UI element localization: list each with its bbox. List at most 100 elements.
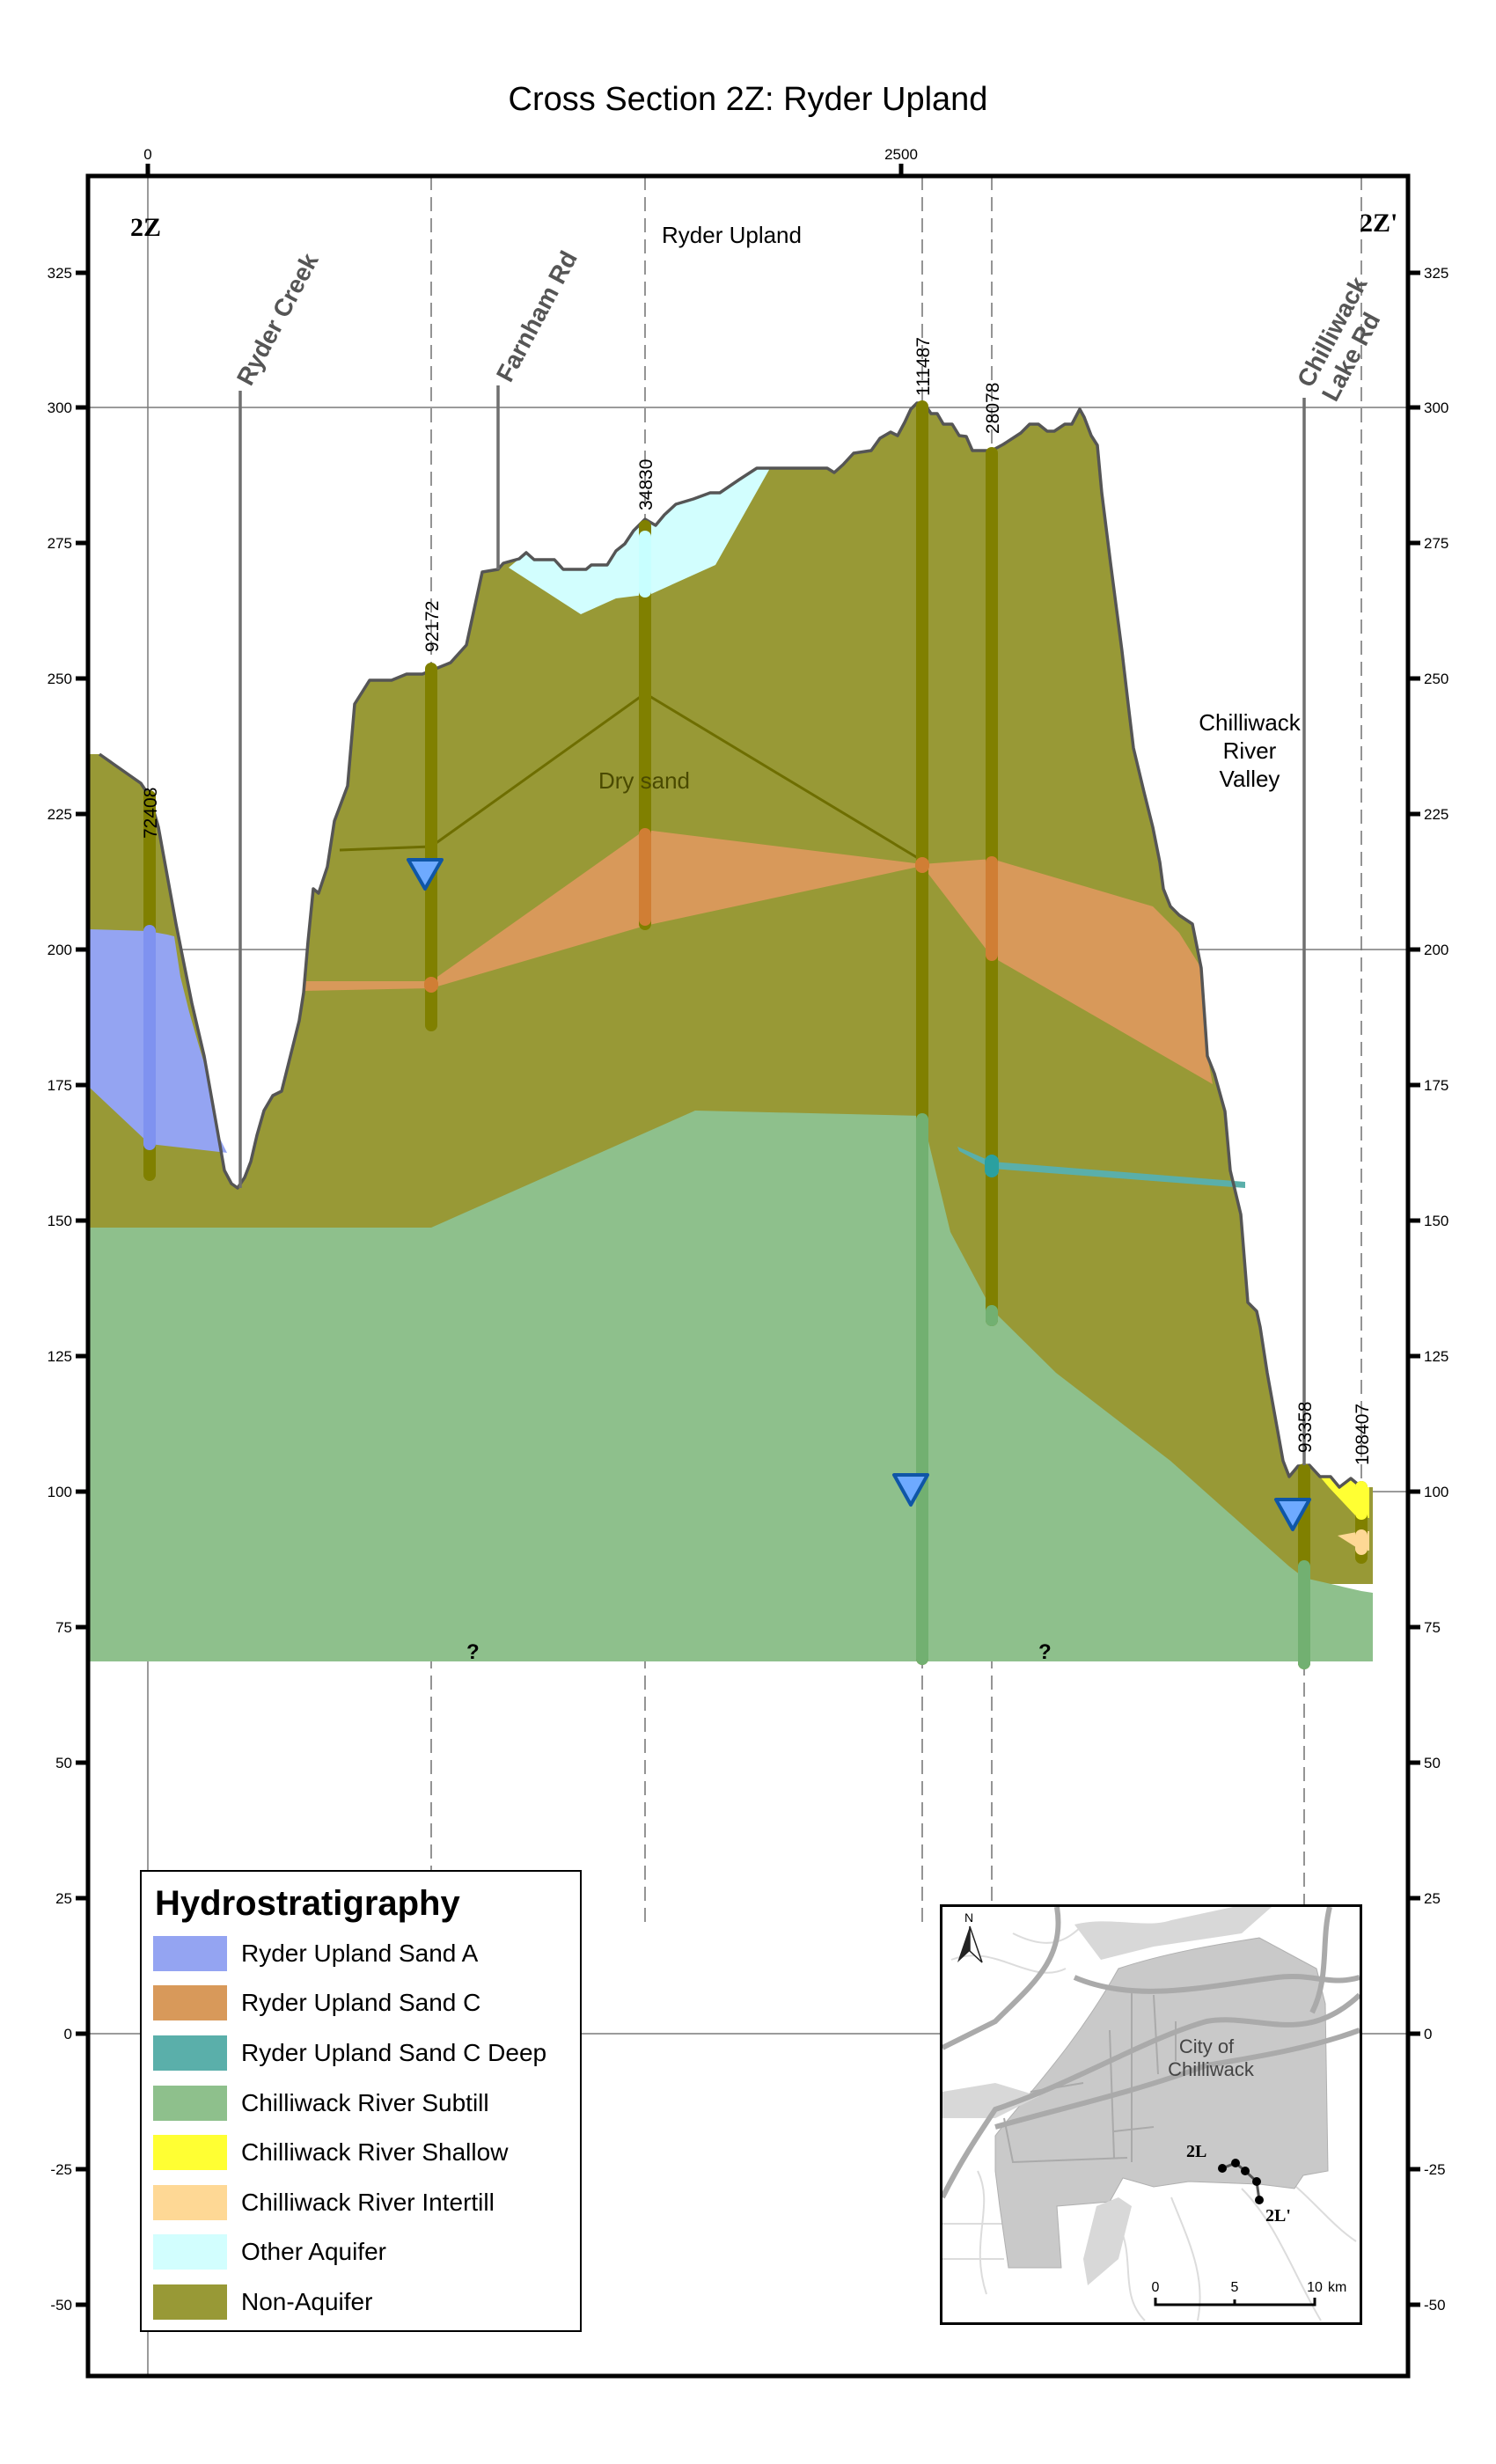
y-tick-label: 250 (48, 671, 72, 687)
section-start-label: 2Z (130, 213, 161, 242)
legend-label: Chilliwack River Shallow (241, 2138, 509, 2166)
river-floodplain (942, 2083, 1039, 2118)
plot-frame (85, 173, 1411, 2379)
y-tick-label: 225 (1424, 806, 1448, 823)
y-tick-label: 225 (48, 806, 72, 823)
water-table-icon (1274, 1498, 1311, 1531)
section-end-label-inset: 2L' (1265, 2206, 1291, 2226)
legend-swatch (153, 2185, 227, 2220)
legend-title: Hydrostratigraphy (155, 1884, 460, 1923)
chilliwack-river-subtill-layer (88, 1111, 1373, 1661)
y-tick-label: 25 (1424, 1890, 1441, 1907)
dry-sand-label: Dry sand (598, 767, 690, 794)
legend-item-other-aquifer: Other Aquifer (153, 2234, 386, 2270)
y-tick-label: 75 (55, 1619, 72, 1636)
y-tick-label: 200 (1424, 942, 1448, 958)
section-start-label-inset: 2L (1186, 2142, 1206, 2161)
y-tick-label: 75 (1424, 1619, 1441, 1636)
ryder-upland-sand-a-layer (90, 929, 227, 1153)
y-tick-label: 125 (48, 1348, 72, 1365)
well-labels: 72408 92172 34830 111487 28078 93358 108… (141, 337, 1373, 1465)
legend-swatch (153, 1985, 227, 2020)
river-floodplain (1083, 2197, 1132, 2285)
y-tick-label: 100 (1424, 1484, 1448, 1500)
water-table-markers (407, 858, 1311, 1531)
north-arrow-icon (957, 1925, 983, 1963)
legend-label: Chilliwack River Intertill (241, 2189, 495, 2216)
inset-map-graphic: N City of Chilliwack 2L 2L' 0 5 10 km (942, 1907, 1360, 2321)
scale-tick-label: 5 (1231, 2280, 1239, 2295)
inset-streets (1003, 1991, 1177, 2164)
scale-tick-label: 0 (1152, 2280, 1160, 2295)
y-tick-label: 300 (48, 400, 72, 416)
legend-label: Ryder Upland Sand A (241, 1940, 479, 1967)
valley-label-line1: Chilliwack (1199, 709, 1302, 736)
ryder-creek-label: Ryder Creek (231, 248, 324, 390)
y-tick-label: 125 (1424, 1348, 1448, 1365)
axis-ticks (76, 164, 1420, 2307)
ground-surface-line (98, 401, 1363, 1489)
legend-item-shallow: Chilliwack River Shallow (153, 2135, 508, 2170)
y-tick-label: 100 (48, 1484, 72, 1500)
y-tick-labels-right: 325 300 275 250 225 200 175 150 125 100 … (1424, 265, 1448, 2314)
figure-title: Cross Section 2Z: Ryder Upland (508, 81, 988, 118)
well-label: 93358 (1295, 1402, 1316, 1453)
y-tick-label: 200 (48, 942, 72, 958)
city-label-line1: City of (1179, 2035, 1235, 2057)
legend-label: Ryder Upland Sand C (241, 1989, 481, 2016)
legend-label: Chilliwack River Subtill (241, 2089, 489, 2116)
section-line (1218, 2159, 1264, 2204)
legend-label: Non-Aquifer (241, 2288, 373, 2315)
y-tick-label: -50 (50, 2297, 72, 2314)
inset-location-map: N City of Chilliwack 2L 2L' 0 5 10 km (940, 1904, 1362, 2325)
legend-item-sand-c: Ryder Upland Sand C (153, 1985, 480, 2020)
well-label: 28078 (983, 383, 1003, 434)
north-label: N (964, 1910, 973, 1925)
y-tick-label: 175 (1424, 1077, 1448, 1094)
y-tick-label: 275 (1424, 535, 1448, 552)
farnham-rd-label: Farnham Rd (491, 246, 583, 386)
legend-swatch (153, 2284, 227, 2320)
y-tick-label: 175 (48, 1077, 72, 1094)
well-label: 108407 (1353, 1404, 1373, 1465)
y-tick-label: 150 (48, 1213, 72, 1229)
legend: Hydrostratigraphy Ryder Upland Sand A Ry… (140, 1870, 582, 2332)
well-label: 111487 (913, 337, 934, 396)
scale-unit-label: km (1328, 2280, 1346, 2295)
feature-marker-lines (238, 385, 1306, 1465)
legend-item-sand-a: Ryder Upland Sand A (153, 1936, 478, 1971)
well-label: 34830 (636, 459, 656, 510)
well-label: 92172 (422, 601, 443, 652)
legend-item-subtill: Chilliwack River Subtill (153, 2086, 489, 2121)
x-tick-label: 2500 (884, 146, 918, 163)
legend-swatch (153, 1936, 227, 1971)
y-tick-label: 325 (48, 265, 72, 282)
well-columns (143, 400, 1368, 1669)
y-tick-label: -50 (1424, 2297, 1446, 2314)
legend-item-sand-c-deep: Ryder Upland Sand C Deep (153, 2035, 546, 2071)
y-tick-label: 0 (1424, 2026, 1432, 2042)
valley-label-line3: Valley (1220, 766, 1280, 792)
y-tick-label: 300 (1424, 400, 1448, 416)
y-tick-label: 250 (1424, 671, 1448, 687)
legend-swatch (153, 2135, 227, 2170)
river-floodplain (1074, 1907, 1272, 1960)
y-tick-labels-left: 325 300 275 250 225 200 175 150 125 100 … (48, 265, 72, 2314)
y-tick-label: 25 (55, 1890, 72, 1907)
y-tick-label: 275 (48, 535, 72, 552)
y-tick-label: 0 (64, 2026, 72, 2042)
legend-item-intertill: Chilliwack River Intertill (153, 2185, 495, 2220)
y-tick-label: -25 (1424, 2161, 1446, 2178)
x-tick-label: 0 (143, 146, 151, 163)
ryder-upland-sand-c-layer (304, 830, 1213, 1084)
valley-label-line2: River (1223, 737, 1277, 764)
section-end-label: 2Z' (1360, 209, 1397, 238)
legend-item-non-aquifer: Non-Aquifer (153, 2284, 372, 2320)
legend-swatch (153, 2086, 227, 2121)
dry-sand-boundary (339, 692, 923, 862)
ryder-upland-label: Ryder Upland (662, 222, 802, 248)
well-label: 72408 (141, 788, 161, 839)
y-tick-label: 50 (55, 1755, 72, 1771)
